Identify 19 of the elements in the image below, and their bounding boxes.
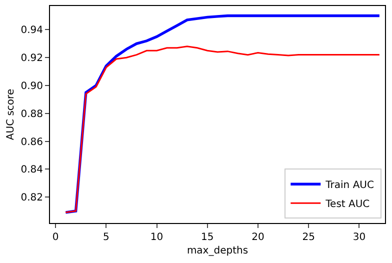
x-tick-label: 20 — [252, 232, 264, 243]
y-tick-label: 0.92 — [20, 53, 43, 64]
x-tick-label: 30 — [352, 232, 366, 243]
y-tick-label: 0.88 — [20, 108, 43, 120]
line-series — [64, 46, 380, 214]
y-tick-label: 0.90 — [20, 80, 43, 92]
x-tick-label: 5 — [102, 232, 110, 243]
y-tick-label: 0.94 — [20, 25, 43, 36]
y-tick-label: 0.82 — [20, 192, 43, 204]
x-tick-label: 15 — [201, 232, 214, 243]
y-tick-label: 0.86 — [20, 136, 43, 148]
x-tick-label: 10 — [150, 232, 164, 243]
y-axis-title: AUC score — [6, 88, 17, 140]
legend-label: Test AUC — [324, 199, 370, 210]
x-tick-label: 0 — [52, 232, 59, 243]
x-tick-label: 25 — [302, 232, 315, 243]
x-axis-title: max_depths — [186, 246, 248, 256]
legend-label: Train AUC — [324, 180, 374, 192]
y-tick-label: 0.84 — [20, 164, 43, 176]
